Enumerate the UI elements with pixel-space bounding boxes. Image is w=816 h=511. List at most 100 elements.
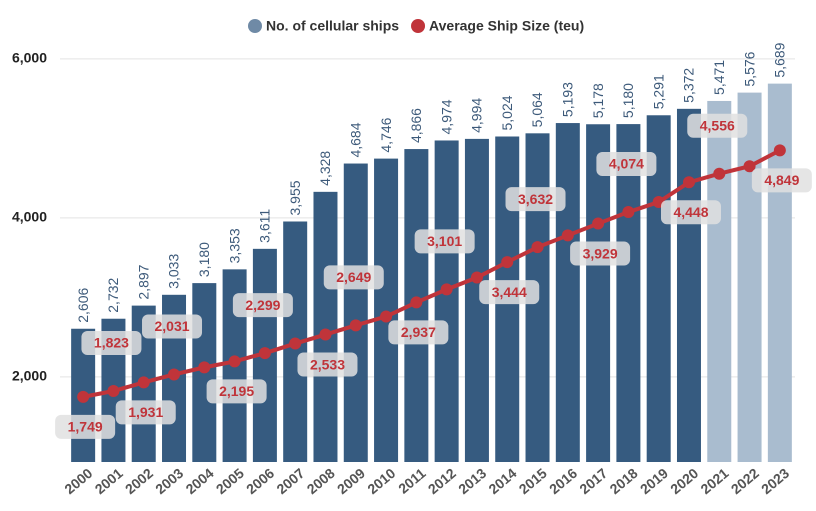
x-tick-label: 2022 — [728, 465, 762, 497]
line-value-label: 2,299 — [245, 297, 280, 313]
line-point — [773, 144, 786, 157]
bar-value-label: 5,689 — [772, 42, 788, 77]
line-value-label: 4,556 — [700, 117, 735, 133]
label-box — [206, 379, 267, 404]
label-box — [142, 314, 203, 339]
x-tick-label: 2023 — [758, 465, 792, 497]
x-tick-label: 2010 — [364, 465, 398, 497]
legend-label: No. of cellular ships — [266, 18, 399, 34]
label-box — [55, 414, 116, 439]
line-point — [501, 256, 514, 269]
bar-value-label: 4,974 — [438, 99, 454, 134]
label-box — [81, 331, 142, 356]
bar — [767, 83, 792, 462]
y-tick-label: 6,000 — [12, 50, 47, 66]
line-value-label: 2,533 — [310, 356, 345, 372]
y-tick-label: 4,000 — [12, 209, 47, 225]
bar — [374, 158, 399, 462]
y-tick-label: 2,000 — [12, 368, 47, 384]
bar-value-label: 4,684 — [347, 122, 363, 157]
line-value-label: 3,632 — [518, 191, 553, 207]
legend-swatch — [248, 19, 262, 33]
x-tick-label: 2000 — [61, 465, 95, 497]
bar-value-label: 3,353 — [226, 228, 242, 263]
x-tick-label: 2002 — [122, 465, 156, 497]
bar — [586, 124, 611, 462]
bar-value-label: 2,606 — [75, 287, 91, 322]
x-tick-label: 2013 — [455, 465, 489, 497]
x-tick-label: 2016 — [546, 465, 580, 497]
line-value-label: 1,823 — [94, 335, 129, 351]
line-value-label: 1,931 — [128, 404, 163, 420]
line-value-label: 3,101 — [427, 233, 462, 249]
line-point — [258, 347, 271, 360]
bar — [676, 108, 701, 463]
line — [82, 148, 781, 399]
x-tick-label: 2011 — [395, 465, 429, 497]
label-box — [596, 152, 657, 177]
line-value-label: 3,444 — [492, 284, 527, 300]
line-point — [289, 337, 302, 350]
bar-value-label: 3,955 — [287, 180, 303, 215]
line-value-label: 2,937 — [401, 324, 436, 340]
line-value-label: 2,195 — [219, 383, 254, 399]
x-tick-label: 2004 — [182, 465, 216, 497]
line-point — [137, 376, 150, 389]
bar-value-label: 5,193 — [560, 82, 576, 117]
line-point — [531, 241, 544, 254]
line-point — [440, 283, 453, 296]
line-point — [380, 310, 393, 323]
line-point — [743, 160, 756, 173]
legend: No. of cellular ships Average Ship Size (… — [248, 18, 584, 34]
x-tick-label: 2018 — [607, 465, 641, 497]
line-point — [410, 296, 423, 309]
x-tick-label: 2015 — [516, 465, 550, 497]
bar — [616, 124, 641, 462]
line-value-label: 4,448 — [673, 204, 708, 220]
label-box — [414, 229, 475, 254]
bar-value-label: 4,746 — [378, 117, 394, 152]
line-point — [470, 271, 483, 284]
label-box — [323, 265, 384, 290]
label-box — [570, 241, 631, 266]
line-value-label: 1,749 — [68, 419, 103, 435]
bar-value-label: 5,471 — [711, 60, 727, 95]
bar-value-label: 5,024 — [499, 95, 515, 130]
x-tick-label: 2006 — [243, 465, 277, 497]
label-box — [297, 352, 358, 377]
bar-value-label: 3,611 — [257, 209, 273, 243]
line-point — [319, 328, 332, 341]
label-box — [687, 113, 748, 138]
bar-value-label: 5,372 — [681, 68, 697, 103]
bar — [737, 92, 762, 462]
legend-swatch — [411, 19, 426, 33]
x-tick-label: 2009 — [334, 465, 368, 497]
line-point — [198, 361, 211, 374]
x-tick-label: 2017 — [576, 465, 610, 497]
x-tick-label: 2014 — [485, 465, 519, 497]
label-box — [479, 280, 540, 305]
bar-value-label: 5,291 — [650, 74, 666, 109]
bar-value-label: 4,994 — [469, 98, 485, 133]
x-tick-label: 2021 — [697, 465, 731, 497]
label-box — [505, 187, 566, 212]
x-tick-label: 2012 — [425, 465, 459, 497]
label-box — [660, 200, 721, 225]
x-tick-label: 2001 — [92, 465, 126, 497]
bar — [313, 191, 338, 462]
bar-value-label: 4,328 — [317, 151, 333, 186]
line-point — [168, 368, 181, 381]
bar-value-label: 2,732 — [105, 277, 121, 312]
line-value-label: 2,649 — [336, 269, 371, 285]
label-box — [115, 400, 176, 425]
label-box — [751, 168, 812, 193]
line-value-label: 4,849 — [764, 172, 799, 188]
bar-value-label: 3,180 — [196, 242, 212, 277]
line-point — [77, 390, 90, 403]
x-tick-label: 2019 — [637, 465, 671, 497]
line-point — [561, 229, 574, 242]
line-point — [349, 319, 362, 332]
x-tick-label: 2007 — [273, 465, 307, 497]
bar-value-label: 5,178 — [590, 83, 606, 118]
bar-value-label: 2,897 — [135, 264, 151, 299]
